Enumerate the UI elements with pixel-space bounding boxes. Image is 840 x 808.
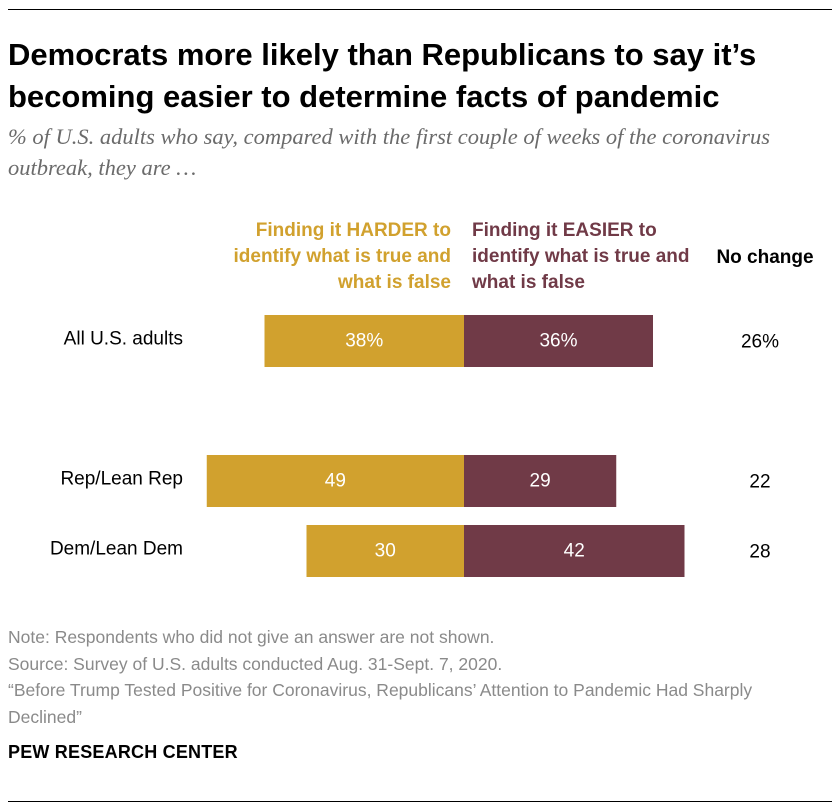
bar-easier [464, 455, 617, 507]
chart-title: Democrats more likely than Republicans t… [8, 37, 757, 114]
footnotes: Note: Respondents who did not give an an… [8, 624, 828, 730]
chart-subtitle: % of U.S. adults who say, compared with … [8, 124, 771, 180]
no-change-value: 26% [741, 332, 779, 353]
column-header-harder: Finding it HARDER to identify what is tr… [233, 220, 451, 293]
bar-easier-label: 29 [530, 471, 551, 492]
top-rule [8, 9, 832, 10]
source-text: Source: Survey of U.S. adults conducted … [8, 653, 503, 674]
bar-easier [464, 525, 685, 577]
category-label: All U.S. adults [64, 329, 183, 350]
bar-harder-label: 30 [375, 541, 396, 562]
bottom-rule [8, 801, 832, 802]
bar-harder-label: 49 [325, 471, 346, 492]
bar-harder [206, 455, 464, 507]
note-text: Note: Respondents who did not give an an… [8, 627, 495, 647]
category-label: Rep/Lean Rep [60, 469, 183, 490]
bar-easier-label: 42 [564, 541, 585, 562]
pew-research-center-logo-text: PEW RESEARCH CENTER [8, 742, 238, 762]
no-change-value: 28 [749, 542, 770, 563]
bar-harder [264, 315, 464, 367]
category-label: Dem/Lean Dem [50, 539, 183, 560]
bar-easier-label: 36% [539, 331, 577, 352]
bar-harder [306, 525, 464, 577]
column-header-easier: Finding it EASIER to identify what is tr… [472, 220, 690, 293]
no-change-value: 22 [749, 472, 770, 493]
report-title-text: “Before Trump Tested Positive for Corona… [8, 680, 753, 727]
column-header-no-change: No change [716, 247, 814, 268]
bar-harder-label: 38% [345, 331, 383, 352]
bar-easier [464, 315, 653, 367]
